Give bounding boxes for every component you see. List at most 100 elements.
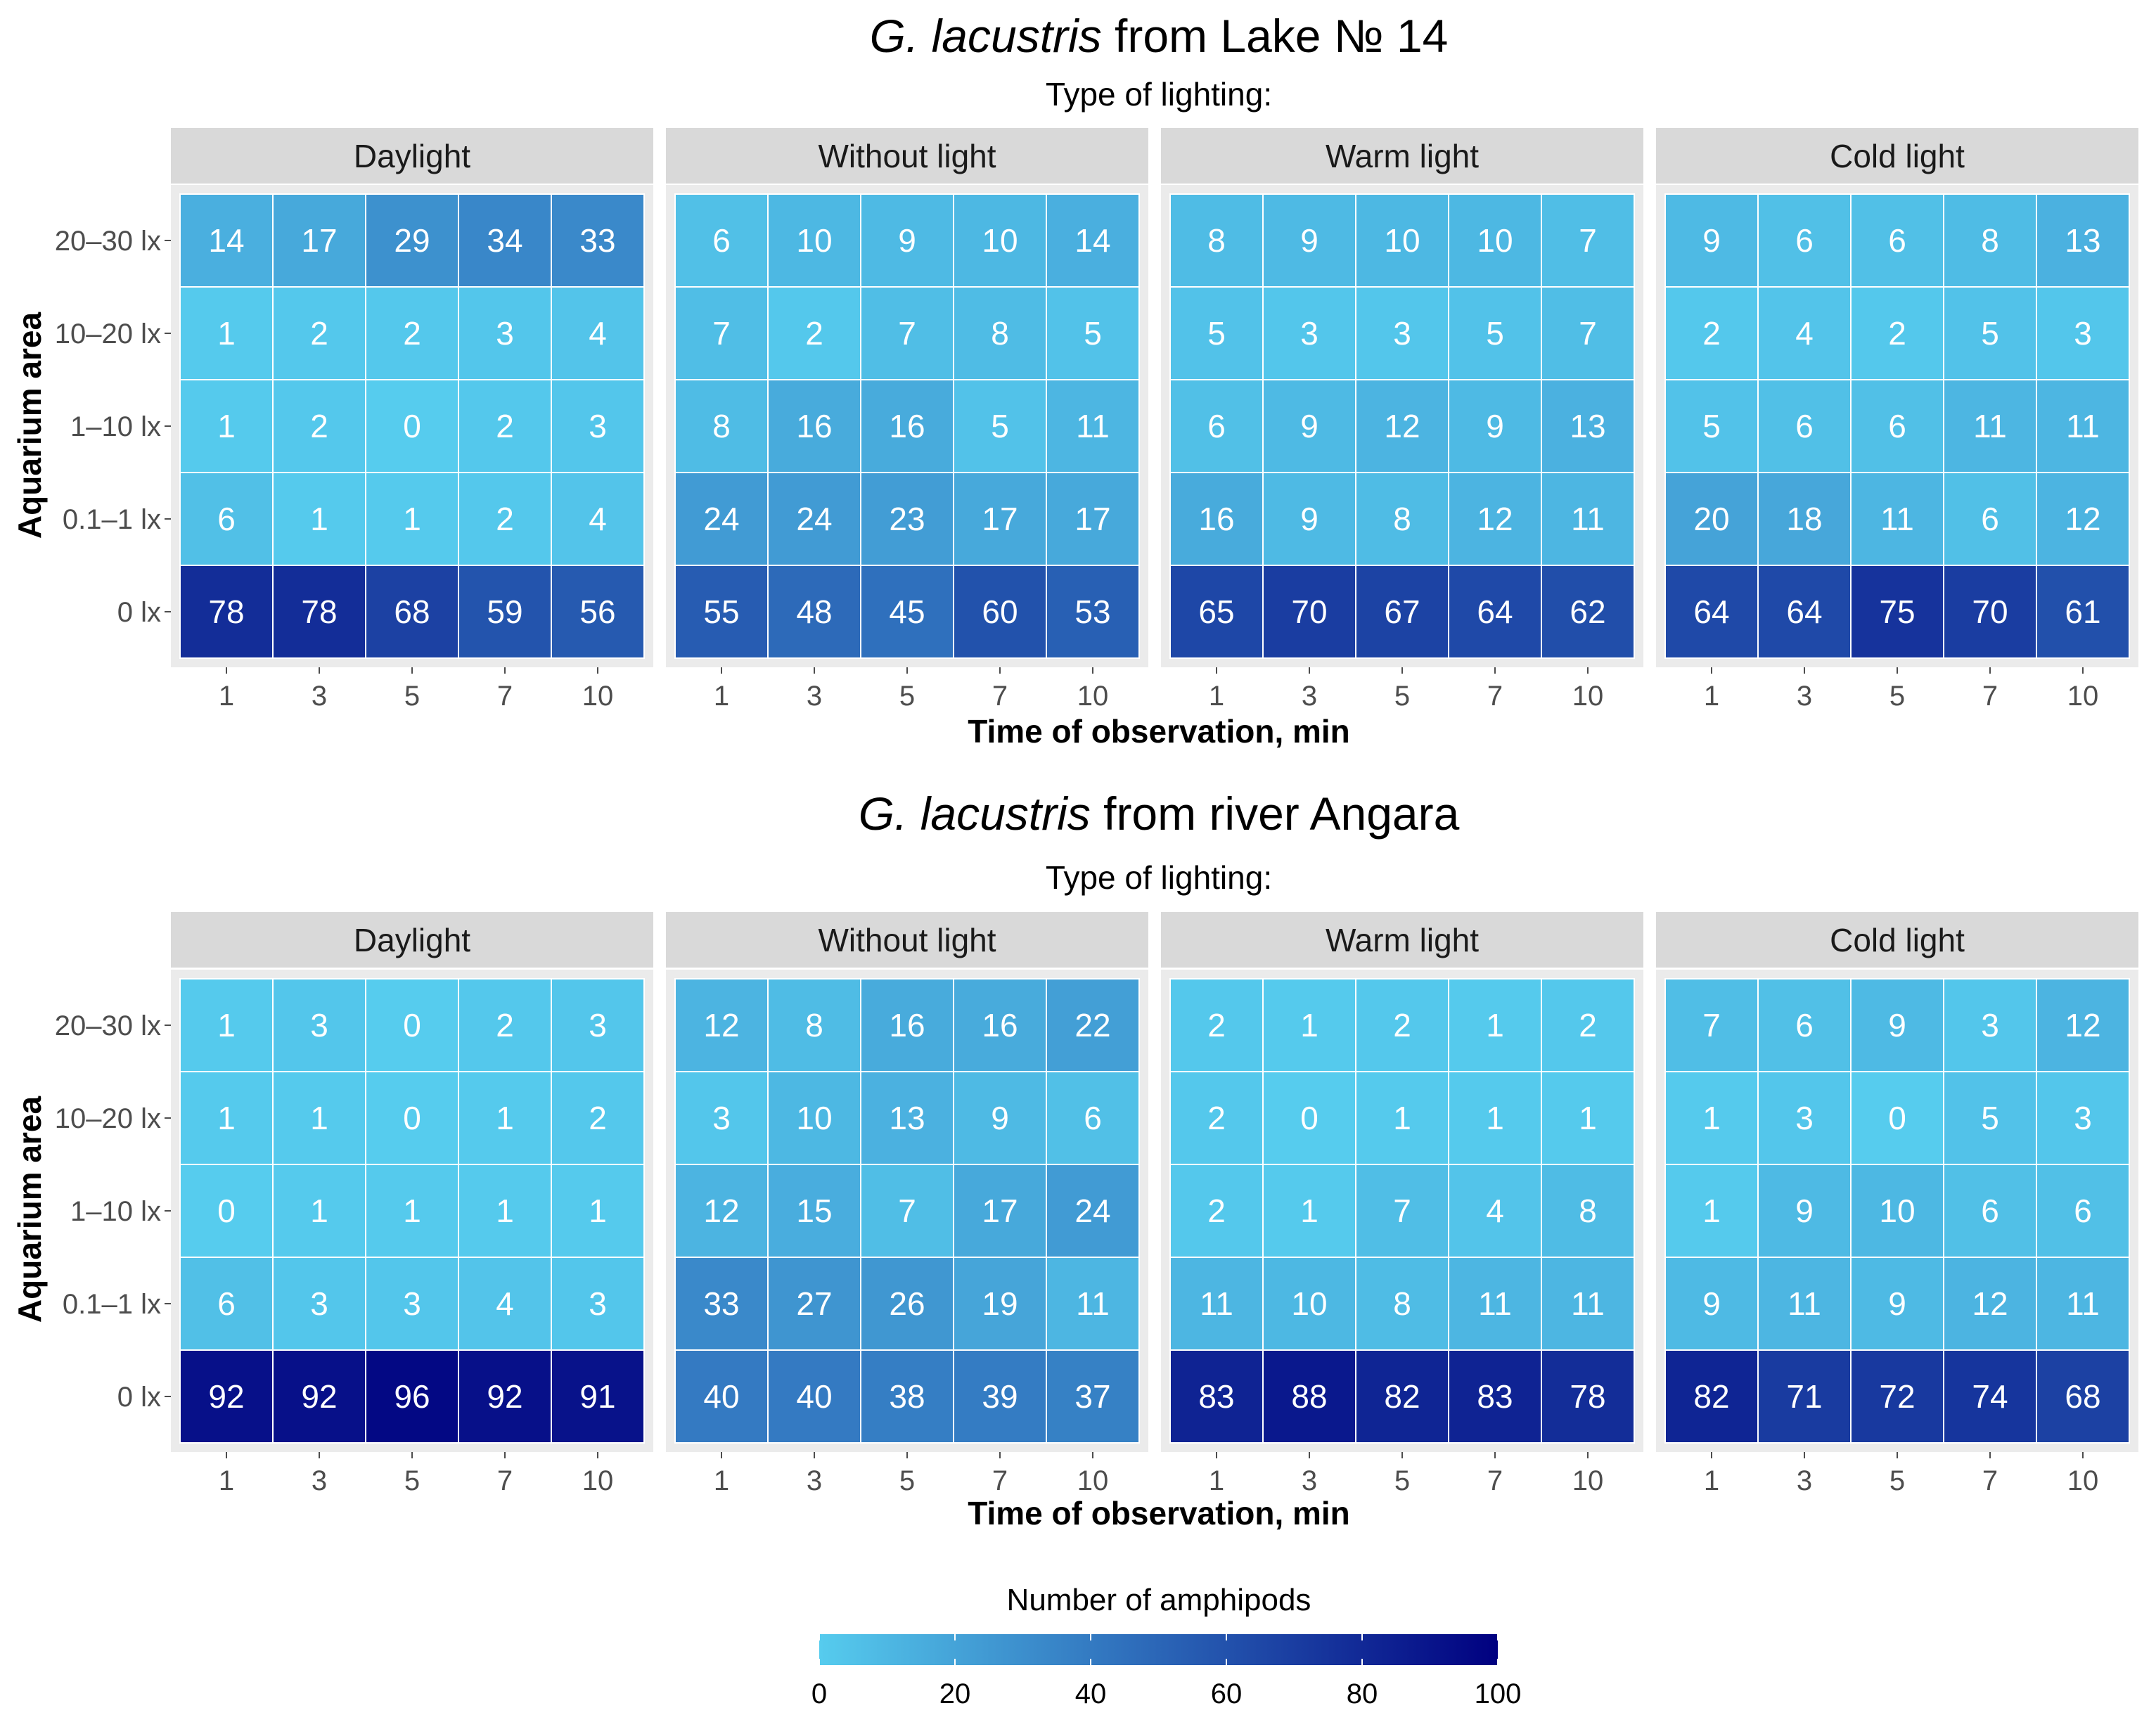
heatmap-cell (1169, 1349, 1264, 1444)
cell-value-label: 1 (217, 315, 236, 352)
heatmap-cell (2036, 978, 2130, 1072)
heatmap-cell (1046, 565, 1140, 659)
x-tick-label: 7 (992, 681, 1008, 712)
chart-title-species: G. lacustris (870, 10, 1102, 62)
cell-value-label: 5 (1981, 315, 1999, 352)
heatmap-cell (458, 978, 552, 1072)
heatmap-cell (1943, 1257, 2037, 1351)
x-tick-label: 3 (312, 681, 327, 712)
cell-value-label: 37 (1074, 1378, 1110, 1415)
x-tick-label: 7 (1487, 1465, 1503, 1496)
cell-value-label: 16 (796, 408, 832, 444)
heatmap-cell (1757, 193, 1852, 288)
heatmap-cell (1757, 286, 1852, 380)
cell-value-label: 12 (703, 1007, 739, 1043)
cell-value-label: 23 (889, 501, 925, 537)
y-tick-label: 0.1–1 lx (63, 1289, 161, 1320)
cell-value-label: 2 (1888, 315, 1906, 352)
heatmap-cell (1664, 193, 1759, 288)
cell-value-label: 10 (1384, 222, 1420, 259)
cell-value-label: 0 (1888, 1100, 1906, 1136)
heatmap-cell (674, 1164, 769, 1258)
cell-value-label: 78 (1570, 1378, 1605, 1415)
cell-value-label: 33 (703, 1285, 739, 1322)
facet-strip (1161, 912, 1643, 968)
cell-value-label: 88 (1291, 1378, 1327, 1415)
heatmap-cell (1046, 1349, 1140, 1444)
cell-value-label: 2 (1207, 1007, 1226, 1043)
cell-value-label: 11 (1571, 1285, 1605, 1322)
cell-value-label: 33 (579, 222, 615, 259)
cell-value-label: 0 (403, 1007, 421, 1043)
heatmap-cell (1169, 379, 1264, 473)
cell-value-label: 12 (1477, 501, 1513, 537)
cell-value-label: 1 (310, 1193, 328, 1229)
heatmap-cell (1943, 565, 2037, 659)
x-tick-label: 7 (1487, 681, 1503, 712)
cell-value-label: 2 (310, 408, 328, 444)
y-tick-label: 20–30 lx (55, 1010, 161, 1041)
cell-value-label: 1 (310, 1100, 328, 1136)
plots: G. lacustris from Lake № 14 Type of light… (11, 10, 2138, 1531)
heatmap-cell (551, 286, 645, 380)
cell-value-label: 3 (2074, 315, 2092, 352)
cell-value-label: 11 (2066, 1285, 2100, 1322)
cell-value-label: 6 (1207, 408, 1226, 444)
heatmap-cell (458, 1071, 552, 1165)
x-tick-label: 5 (404, 681, 420, 712)
cell-value-label: 1 (310, 501, 328, 537)
y-axis-label: Aquarium area (11, 1096, 48, 1323)
cell-value-label: 6 (1795, 408, 1814, 444)
heatmap-cell (1169, 1164, 1264, 1258)
heatmap-cell (674, 193, 769, 288)
cell-value-label: 59 (487, 593, 522, 630)
cell-value-label: 8 (991, 315, 1009, 352)
cell-value-label: 10 (982, 222, 1018, 259)
facet-strip (666, 128, 1148, 184)
cell-value-label: 8 (805, 1007, 823, 1043)
cell-value-label: 92 (487, 1378, 522, 1415)
y-tick-label: 10–20 lx (55, 1103, 161, 1134)
heatmap-cell (767, 193, 861, 288)
x-tick-label: 7 (497, 1465, 513, 1496)
facet-label: Warm light (1326, 922, 1479, 958)
y-tick-label: 1–10 lx (70, 1196, 161, 1227)
heatmap-cell (458, 193, 552, 288)
cell-value-label: 2 (589, 1100, 607, 1136)
cell-value-label: 9 (1888, 1285, 1906, 1322)
facet-label: Daylight (354, 922, 470, 958)
cell-value-label: 13 (2065, 222, 2100, 259)
cell-value-label: 12 (2065, 501, 2100, 537)
heatmap-cell (953, 379, 1047, 473)
cell-value-label: 2 (403, 315, 421, 352)
heatmap-chart-2: G. lacustris from river Angara Type of li… (11, 788, 2138, 1531)
cell-value-label: 56 (579, 593, 615, 630)
x-axis-label: Time of observation, min (968, 1495, 1350, 1531)
cell-value-label: 7 (1702, 1007, 1721, 1043)
heatmap-cell (365, 1164, 459, 1258)
cell-value-label: 62 (1570, 593, 1605, 630)
cell-value-label: 39 (982, 1378, 1018, 1415)
heatmap-cell (365, 1257, 459, 1351)
heatmap-cell (272, 565, 366, 659)
heatmap-cell (365, 1349, 459, 1444)
heatmap-cell (860, 379, 954, 473)
y-tick-label: 0 lx (117, 1382, 161, 1413)
cell-value-label: 60 (982, 593, 1018, 630)
heatmap-cell (365, 193, 459, 288)
heatmap-cell (1355, 472, 1449, 566)
x-tick-label: 1 (714, 1465, 729, 1496)
cell-value-label: 8 (1393, 501, 1411, 537)
cell-value-label: 1 (403, 1193, 421, 1229)
heatmap-cell (1943, 1349, 2037, 1444)
heatmap-cell (1757, 472, 1852, 566)
heatmap-cell (860, 1071, 954, 1165)
legend-tick-label: 100 (1475, 1678, 1522, 1709)
heatmap-cell (860, 1257, 954, 1351)
cell-value-label: 83 (1477, 1378, 1513, 1415)
cell-value-label: 18 (1786, 501, 1822, 537)
cell-value-label: 64 (1693, 593, 1729, 630)
facet-label: Cold light (1830, 922, 1965, 958)
